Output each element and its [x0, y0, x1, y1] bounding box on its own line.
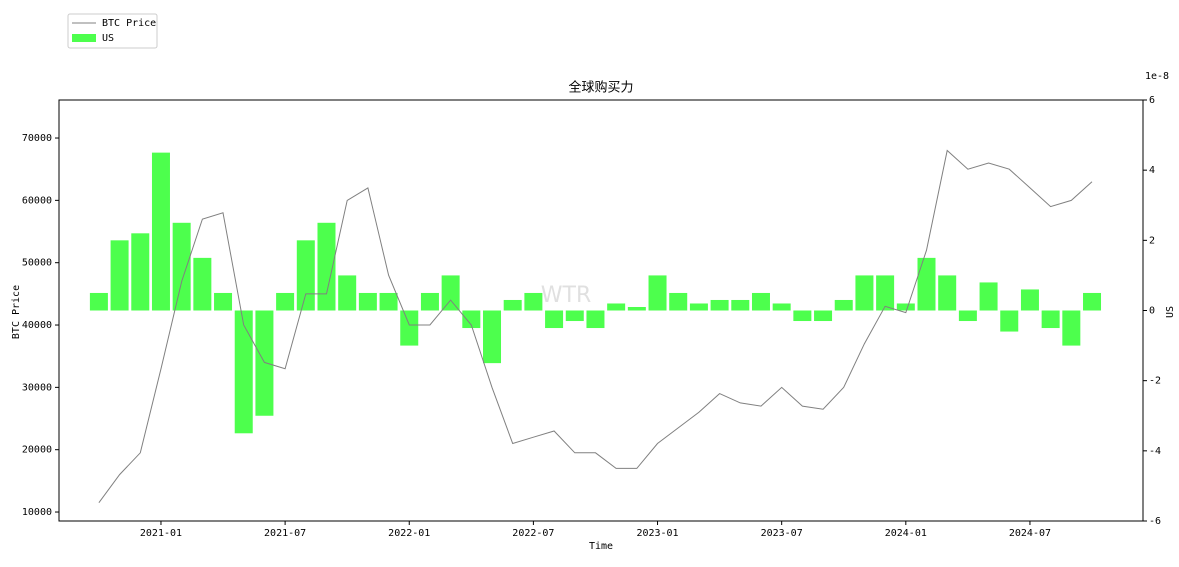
x-axis-label: Time	[589, 541, 613, 552]
x-tick-label: 2022-01	[388, 528, 430, 539]
legend-label: BTC Price	[102, 18, 156, 29]
y-tick-label: 60000	[22, 195, 52, 206]
bar	[503, 299, 522, 311]
bar	[1041, 310, 1060, 329]
bar	[110, 240, 129, 311]
bar	[586, 310, 605, 329]
bar	[131, 233, 150, 311]
bar	[89, 292, 108, 311]
bar	[979, 282, 998, 311]
bar	[1083, 292, 1102, 311]
bar	[607, 303, 626, 311]
bar	[296, 240, 315, 311]
legend: BTC Price US	[67, 13, 158, 49]
x-tick-label: 2021-07	[264, 528, 306, 539]
y2-tick-label: 6	[1149, 95, 1155, 106]
bar	[751, 292, 770, 311]
bar	[1020, 289, 1039, 311]
chart-title: 全球购买力	[568, 80, 633, 96]
legend-label: US	[102, 33, 114, 44]
bar	[172, 222, 191, 311]
watermark: WTR	[541, 283, 591, 308]
bar	[710, 299, 729, 311]
bar	[483, 310, 502, 364]
bar	[234, 310, 253, 434]
bar	[938, 275, 957, 311]
x-tick-label: 2023-07	[761, 528, 803, 539]
y-tick-label: 20000	[22, 445, 52, 456]
bar	[379, 292, 398, 311]
bar	[255, 310, 274, 416]
bar	[917, 257, 936, 311]
y-tick-label: 10000	[22, 507, 52, 518]
y-tick-label: 30000	[22, 382, 52, 393]
bar	[358, 292, 377, 311]
x-tick-label: 2021-01	[140, 528, 182, 539]
bar	[193, 257, 212, 311]
x-tick-label: 2022-07	[512, 528, 554, 539]
bar	[1062, 310, 1081, 346]
y-axis-label: BTC Price	[11, 285, 22, 339]
x-tick-label: 2023-01	[636, 528, 678, 539]
y2-tick-label: 2	[1149, 235, 1155, 246]
bar	[896, 303, 915, 311]
plot-area	[89, 149, 1102, 503]
bar	[731, 299, 750, 311]
bar	[958, 310, 977, 322]
bar	[648, 275, 667, 311]
y2-tick-label: 4	[1149, 165, 1155, 176]
bar	[151, 152, 170, 311]
bar	[545, 310, 564, 329]
bar	[855, 275, 874, 311]
bar	[524, 292, 543, 311]
bar	[400, 310, 419, 346]
bar	[689, 303, 708, 311]
y2-axis-label: US	[1165, 306, 1176, 318]
x-tick-label: 2024-07	[1009, 528, 1051, 539]
bar	[669, 292, 688, 311]
y2-tick-label: -4	[1149, 446, 1161, 457]
legend-patch	[72, 34, 96, 42]
bar	[441, 275, 460, 311]
y2-tick-label: 0	[1149, 306, 1155, 317]
y2-tick-label: -6	[1149, 516, 1161, 527]
y2-tick-label: -2	[1149, 376, 1161, 387]
bar	[876, 275, 895, 311]
bar	[338, 275, 357, 311]
bar	[1000, 310, 1019, 332]
y-tick-label: 40000	[22, 320, 52, 331]
bar	[276, 292, 295, 311]
bar	[814, 310, 833, 322]
y2-offset-label: 1e-8	[1145, 71, 1169, 82]
bar	[793, 310, 812, 322]
bar	[317, 222, 336, 311]
y-tick-label: 70000	[22, 133, 52, 144]
x-tick-label: 2024-01	[885, 528, 927, 539]
bar	[772, 303, 791, 311]
bar	[214, 292, 233, 311]
bar	[834, 299, 853, 311]
bar	[462, 310, 481, 329]
y-tick-label: 50000	[22, 258, 52, 269]
price-line	[98, 149, 1093, 503]
bar	[627, 306, 646, 311]
bar	[565, 310, 584, 322]
bar	[420, 292, 439, 311]
